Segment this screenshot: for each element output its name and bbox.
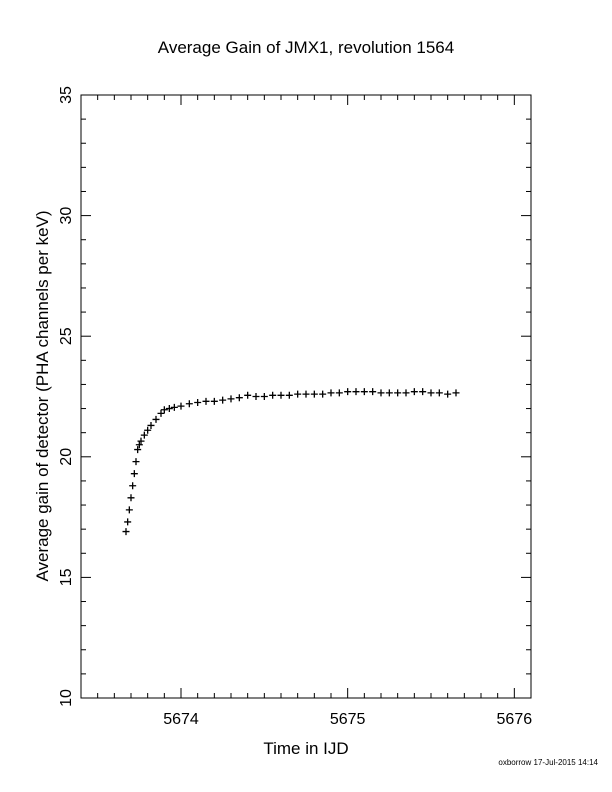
x-axis-label: Time in IJD [263, 739, 348, 758]
y-tick-labels: 10 15 20 25 30 35 [58, 86, 75, 707]
data-point [377, 389, 385, 397]
data-point [277, 391, 285, 399]
data-point [170, 403, 178, 411]
data-point [125, 506, 133, 514]
data-point [302, 390, 310, 398]
data-point [165, 405, 173, 413]
data-point [310, 390, 318, 398]
plot-frame [80, 94, 532, 699]
data-point [427, 389, 435, 397]
data-point [130, 470, 138, 478]
data-point [244, 391, 252, 399]
data-point [235, 394, 243, 402]
data-point [135, 441, 143, 449]
data-point [344, 388, 352, 396]
data-point [269, 391, 277, 399]
data-point [285, 391, 293, 399]
data-point [144, 426, 152, 434]
data-point [419, 388, 427, 396]
data-point [137, 437, 145, 445]
y-tick-label: 35 [58, 86, 75, 104]
x-tick-label: 5674 [163, 711, 199, 728]
y-tick-label: 25 [58, 327, 75, 345]
x-tick-labels: 5674 5675 5676 [163, 711, 532, 728]
data-point [410, 388, 418, 396]
data-point [134, 446, 142, 454]
data-point [394, 389, 402, 397]
data-point [132, 458, 140, 466]
data-point [202, 397, 210, 405]
data-point [252, 393, 260, 400]
y-tick-label: 20 [58, 448, 75, 466]
y-tick-label: 30 [58, 207, 75, 225]
data-point [177, 402, 185, 410]
data-point [127, 494, 135, 502]
axis-ticks [80, 94, 532, 699]
x-tick-label: 5675 [330, 711, 366, 728]
data-point [435, 389, 443, 397]
data-point [219, 396, 227, 404]
data-point [385, 389, 393, 397]
data-point [260, 393, 268, 400]
chart-title: Average Gain of JMX1, revolution 1564 [158, 38, 454, 57]
data-point [352, 388, 360, 396]
data-point [319, 390, 327, 398]
data-point [444, 390, 452, 398]
x-tick-label: 5676 [497, 711, 533, 728]
data-point [227, 395, 235, 403]
y-axis-label: Average gain of detector (PHA channels p… [33, 210, 52, 581]
footer-credit: oxborrow 17-Jul-2015 14:14 [498, 758, 598, 767]
data-point [129, 482, 137, 490]
data-point [194, 399, 202, 407]
data-point [124, 518, 132, 526]
data-points [122, 388, 460, 536]
data-point [160, 406, 168, 414]
data-point [335, 389, 343, 397]
data-point [152, 415, 160, 423]
data-point [122, 528, 130, 536]
data-point [294, 390, 302, 398]
data-point [402, 389, 410, 397]
data-point [327, 389, 335, 397]
data-point [185, 400, 193, 408]
y-tick-label: 15 [58, 568, 75, 586]
data-point [452, 389, 460, 397]
data-point [210, 397, 218, 405]
data-point [369, 388, 377, 396]
data-point [140, 431, 148, 439]
data-point [360, 388, 368, 396]
y-tick-label: 10 [58, 689, 75, 707]
data-point [157, 409, 165, 417]
data-point [147, 421, 155, 429]
